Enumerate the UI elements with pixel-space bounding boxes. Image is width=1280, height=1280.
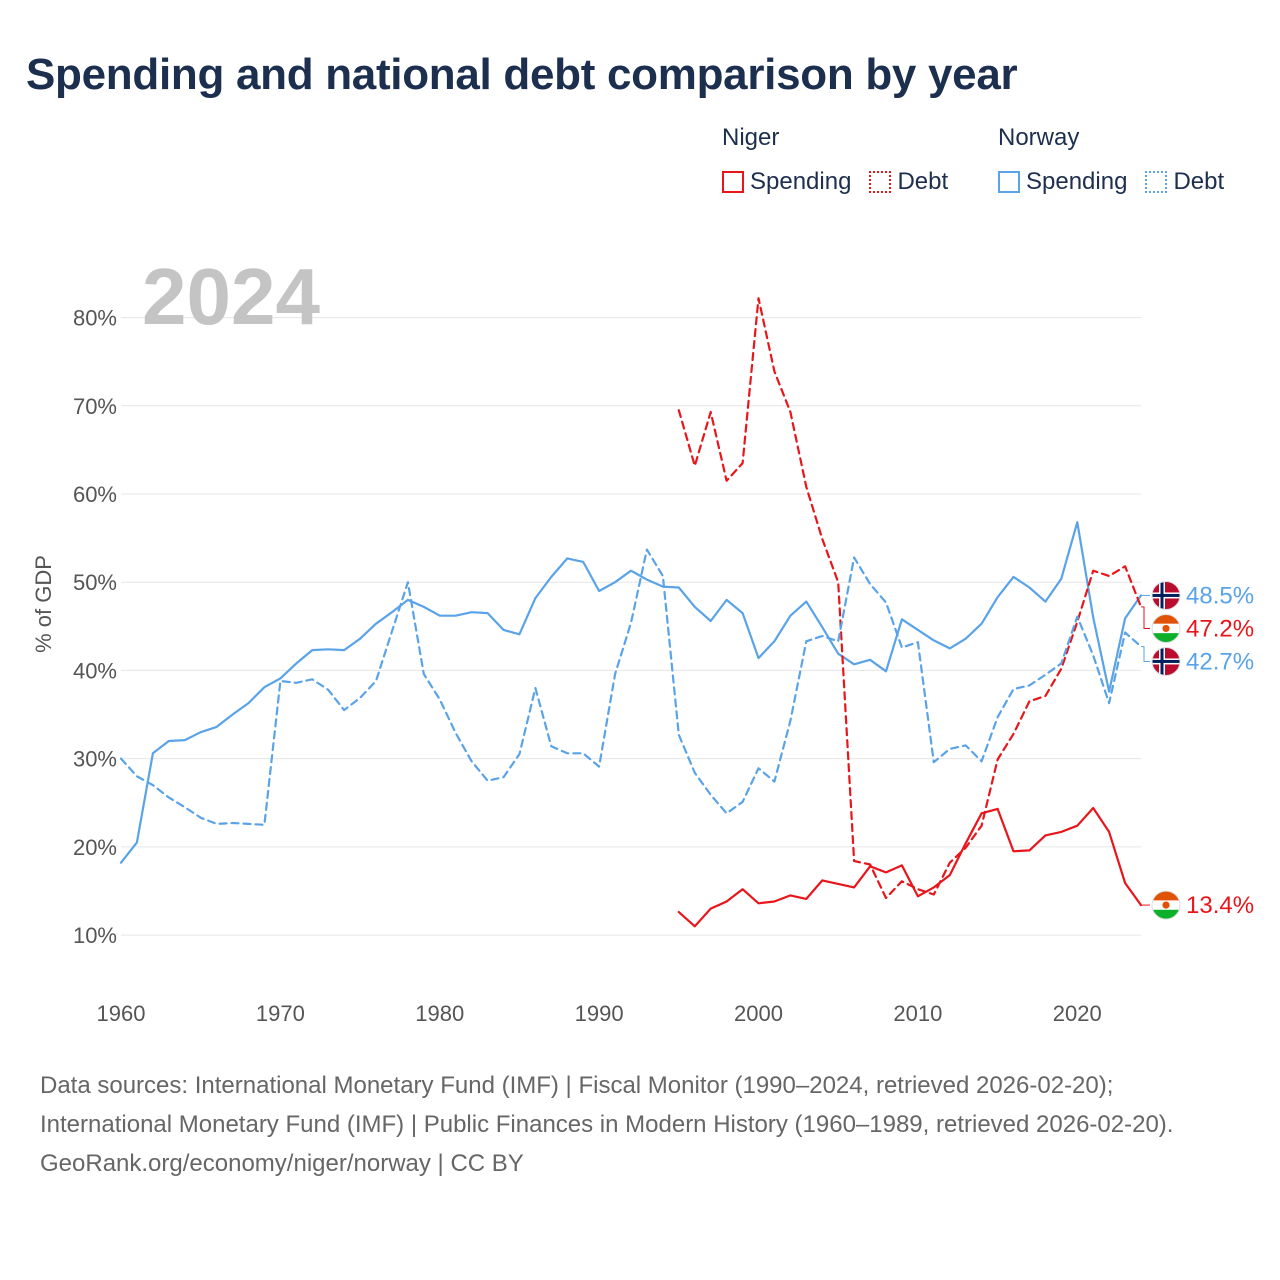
legend-swatch-dotted-icon xyxy=(869,171,892,193)
footer: Data sources: International Monetary Fun… xyxy=(40,1066,1240,1183)
end-labels: 48.5% 47.2% 42.7% 13.4% xyxy=(1141,580,1254,920)
x-tick-label: 2020 xyxy=(1053,1001,1102,1026)
legend-label: Spending xyxy=(750,168,852,195)
x-tick-label: 1970 xyxy=(256,1001,305,1026)
y-tick-label: 80% xyxy=(73,306,117,331)
series-line-niger-spending[interactable] xyxy=(677,806,1143,928)
legend-item-niger-spending[interactable]: Spending xyxy=(722,168,851,196)
legend-country-niger: Niger xyxy=(722,124,780,151)
end-label-niger-spending: 13.4% xyxy=(1141,890,1254,920)
end-label-norway-spending: 48.5% xyxy=(1141,580,1254,610)
legend-label: Debt xyxy=(897,168,949,195)
end-value-label: 47.2% xyxy=(1186,615,1254,642)
legend-country-norway: Norway xyxy=(998,124,1080,151)
end-value-label: 48.5% xyxy=(1186,582,1254,609)
end-label-niger-debt: 47.2% xyxy=(1141,606,1254,643)
series-line-norway-debt[interactable] xyxy=(119,548,1143,826)
y-tick-label: 40% xyxy=(73,658,117,683)
legend-swatch-solid-icon xyxy=(998,171,1020,193)
legend-item-norway-debt[interactable]: Debt xyxy=(1145,168,1224,196)
legend-group-norway: Norway Spending Debt xyxy=(998,124,1224,196)
x-axis-ticks: 1960 1970 1980 1990 2000 2010 2020 xyxy=(97,1001,1102,1026)
niger-flag-icon xyxy=(1151,890,1181,920)
y-tick-label: 70% xyxy=(73,394,117,419)
end-label-norway-debt: 42.7% xyxy=(1141,646,1254,676)
legend-group-niger: Niger Spending Debt xyxy=(722,124,966,196)
y-axis-label: % of GDP xyxy=(31,555,56,653)
x-tick-label: 1990 xyxy=(575,1001,624,1026)
line-chart: 2024 10%20%30%40%50%60%70%80% 1960 1970 19… xyxy=(31,252,1254,1026)
y-tick-label: 20% xyxy=(73,835,117,860)
legend-swatch-solid-icon xyxy=(722,171,744,193)
series-line-norway-spending[interactable] xyxy=(119,521,1143,864)
norway-flag-icon xyxy=(1151,646,1181,676)
label-connector xyxy=(1141,646,1150,662)
norway-flag-icon xyxy=(1151,580,1181,610)
x-tick-label: 1980 xyxy=(415,1001,464,1026)
label-connector xyxy=(1141,606,1150,629)
legend-item-norway-spending[interactable]: Spending xyxy=(998,168,1127,196)
x-tick-label: 2000 xyxy=(734,1001,783,1026)
legend-label: Debt xyxy=(1173,168,1225,195)
legend-swatch-dotted-icon xyxy=(1145,171,1168,193)
credit-link[interactable]: GeoRank.org/economy/niger/norway | CC BY xyxy=(40,1150,524,1177)
legend-label: Spending xyxy=(1026,168,1128,195)
end-value-label: 42.7% xyxy=(1186,648,1254,675)
series-line-niger-debt[interactable] xyxy=(677,297,1143,900)
y-tick-label: 50% xyxy=(73,570,117,595)
gridlines xyxy=(121,317,1141,936)
x-tick-label: 1960 xyxy=(97,1001,146,1026)
y-axis-ticks: 10% 20% 30% 40% 50% 60% 70% 80% xyxy=(73,306,117,948)
series-lines xyxy=(119,297,1143,928)
year-label: 2024 xyxy=(142,252,320,341)
y-tick-label: 60% xyxy=(73,482,117,507)
niger-flag-icon xyxy=(1151,613,1181,643)
y-tick-label: 30% xyxy=(73,747,117,772)
legend-item-niger-debt[interactable]: Debt xyxy=(869,168,948,196)
data-sources: Data sources: International Monetary Fun… xyxy=(40,1072,1174,1138)
end-value-label: 13.4% xyxy=(1186,892,1254,919)
x-tick-label: 2010 xyxy=(893,1001,942,1026)
y-tick-label: 10% xyxy=(73,923,117,948)
chart-title: Spending and national debt comparison by… xyxy=(26,50,1018,99)
